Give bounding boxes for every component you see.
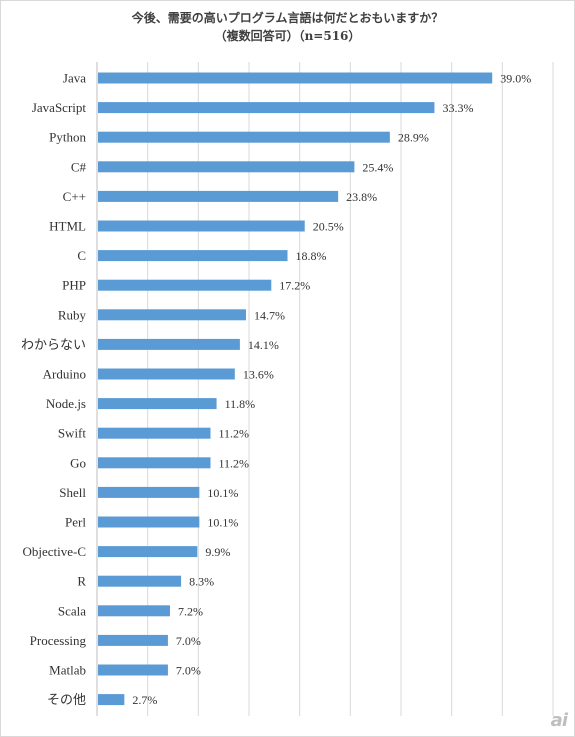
category-label: C# [71,159,87,174]
data-label: 2.7% [132,693,157,707]
data-label: 28.9% [398,131,429,145]
bar [98,102,435,114]
category-label: HTML [49,219,86,234]
data-label: 10.1% [207,486,238,500]
bar [98,338,240,350]
category-label: Python [49,130,86,145]
bar [98,368,235,380]
category-label: Go [70,455,86,470]
bar [98,516,200,528]
category-label: その他 [47,692,86,707]
data-label: 13.6% [243,368,274,382]
data-label: 7.0% [176,664,201,678]
chart-title: 今後、需要の高いプログラム言語は何だとおもいますか？ [131,11,444,25]
data-label: 10.1% [207,516,238,530]
bar [98,575,182,587]
data-label: 7.0% [176,634,201,648]
bar [98,309,246,321]
category-label: Matlab [49,663,86,678]
data-label: 11.2% [218,456,249,470]
bar [98,546,198,558]
category-label: Processing [30,633,87,648]
chart-title-block: 今後、需要の高いプログラム言語は何だとおもいますか？ （複数回答可）（n=516… [0,9,575,45]
bar [98,161,355,173]
category-label: JavaScript [32,100,87,115]
category-label: C++ [63,189,86,204]
data-label: 25.4% [362,160,393,174]
data-label: 11.2% [218,427,249,441]
data-label: 8.3% [189,575,214,589]
category-label: Swift [58,426,87,441]
bar [98,457,211,469]
category-label: Shell [59,485,86,500]
category-label: Arduino [43,367,86,382]
bar [98,131,390,143]
data-label: 11.8% [225,397,256,411]
bar [98,250,288,262]
bar [98,398,217,410]
category-label: Node.js [46,396,86,411]
bar [98,427,211,439]
bar [98,634,168,646]
category-label: C [77,248,86,263]
data-label: 14.7% [254,308,285,322]
data-label: 23.8% [346,190,377,204]
data-label: 14.1% [248,338,279,352]
category-label: R [77,574,86,589]
data-label: 7.2% [178,604,203,618]
category-label: Scala [58,603,86,618]
bar [98,279,272,291]
data-label: 9.9% [205,545,230,559]
watermark-logo: ai [550,710,568,731]
bar [98,72,493,84]
data-label: 17.2% [279,279,310,293]
bar [98,190,339,202]
category-label: Java [63,71,86,86]
category-label: PHP [62,278,86,293]
category-label: わからない [21,337,86,352]
category-label: Objective-C [22,544,86,559]
category-label: Ruby [58,307,87,322]
data-label: 20.5% [313,220,344,234]
bar [98,605,170,617]
bar [98,220,305,232]
chart-subtitle: （複数回答可）（n=516） [214,29,361,43]
data-label: 33.3% [442,101,473,115]
category-label: Perl [65,515,86,530]
data-label: 39.0% [500,72,531,86]
bar [98,694,125,706]
data-label: 18.8% [296,249,327,263]
bar [98,486,200,498]
bar [98,664,168,676]
